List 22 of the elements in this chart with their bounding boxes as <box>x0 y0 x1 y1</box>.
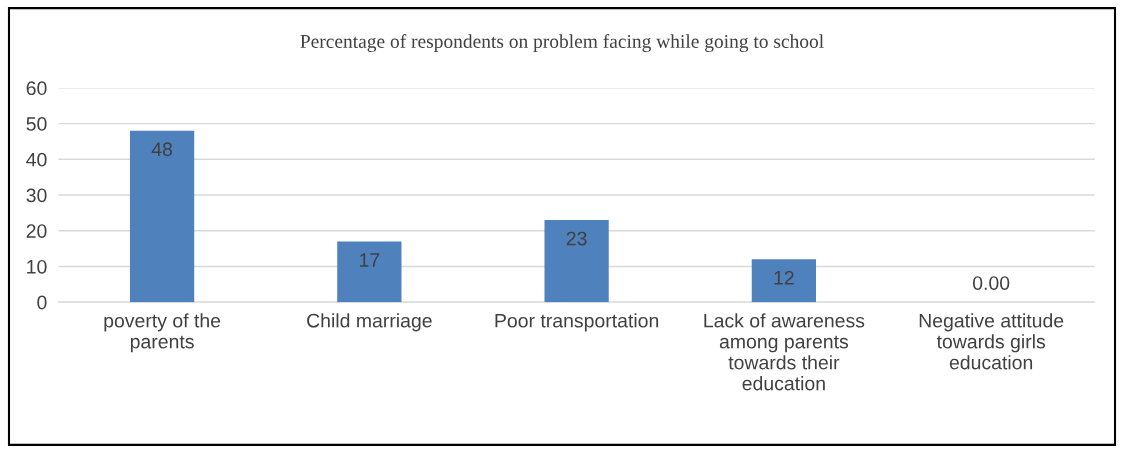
y-tick-label: 0 <box>37 295 47 310</box>
y-tick-label: 60 <box>26 81 47 96</box>
x-tick-label: Negative attitude towards girls education <box>919 313 1064 370</box>
x-tick-label: Lack of awareness among parents towards their education <box>704 313 865 391</box>
x-tick-label: Poor transportation <box>495 313 659 332</box>
bar <box>751 259 816 303</box>
bar <box>544 220 609 303</box>
data-label: 0.00 <box>972 276 1010 290</box>
x-tick-label: Child marriage <box>307 313 432 332</box>
x-tick-label: poverty of the parents <box>104 313 221 353</box>
data-label: 48 <box>151 142 173 157</box>
y-tick-label: 40 <box>26 152 47 167</box>
y-tick-label: 10 <box>27 259 47 274</box>
data-label: 23 <box>566 231 587 246</box>
data-label: 12 <box>774 270 794 285</box>
y-tick-label: 50 <box>26 117 47 131</box>
chart-title: Percentage of respondents on problem facing while going to school <box>300 34 824 52</box>
data-label: 17 <box>360 253 380 267</box>
bar <box>337 241 402 303</box>
bar <box>129 130 195 303</box>
y-tick-label: 30 <box>26 188 47 203</box>
y-tick-label: 20 <box>26 224 47 238</box>
